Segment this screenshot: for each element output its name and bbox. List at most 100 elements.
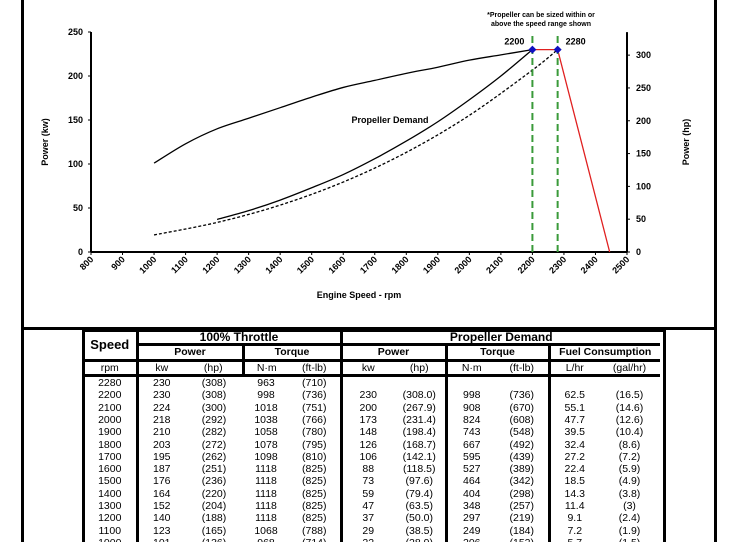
table-row: 1300 152 (204) 1118 (825) 47 (63.5) 348 (257) 11.… xyxy=(84,499,660,513)
table-cell: 1000 xyxy=(84,537,137,542)
table-cell xyxy=(444,375,496,390)
table-cell: (308) xyxy=(201,377,227,390)
table-cell: 5.7 xyxy=(547,536,599,542)
y-tick-label: 100 xyxy=(68,159,83,169)
table-cell: 39.5 xyxy=(547,426,599,439)
table-cell: 1118 xyxy=(255,463,277,476)
series-line xyxy=(153,48,533,164)
table-row: 1700 195 (262) 1098 (810) 106 (142.1) 595 (439) 2… xyxy=(84,450,660,463)
table-cell: (389) xyxy=(509,463,534,476)
table-cell: 210 xyxy=(135,426,185,439)
data-point-marker xyxy=(553,45,562,54)
table-cell: 59 xyxy=(339,487,394,500)
table-cell: (220) xyxy=(201,487,227,500)
table-cell: (825) xyxy=(301,463,327,476)
throttle-header: 100% Throttle xyxy=(135,331,341,345)
data-point-marker xyxy=(528,45,537,54)
table-cell: 1038 xyxy=(254,413,278,426)
table-cell: 595 xyxy=(444,450,496,463)
table-cell: (8.6) xyxy=(618,438,641,451)
propeller-demand-label: Propeller Demand xyxy=(351,115,428,125)
table-cell: (300) xyxy=(201,401,227,414)
series-line xyxy=(153,49,559,236)
marker-label: 2200 xyxy=(504,37,524,47)
y-tick-label: 250 xyxy=(68,27,83,37)
table-cell: (7.2) xyxy=(618,450,641,463)
table-cell: 1500 xyxy=(98,475,122,488)
table-cell: 47.7 xyxy=(547,413,599,427)
table-cell: (825) xyxy=(301,475,327,488)
table-cell: (548) xyxy=(509,426,534,439)
unit-header: N·m xyxy=(444,360,496,377)
table-cell: (63.5) xyxy=(405,500,433,512)
y2-axis-label: Power (hp) xyxy=(681,119,691,166)
table-cell: (825) xyxy=(301,487,327,500)
table-cell: (4.9) xyxy=(618,475,641,488)
table-row: 1400 164 (220) 1118 (825) 59 (79.4) 404 (298) 14.… xyxy=(84,487,660,500)
table-cell: 22.4 xyxy=(547,462,599,476)
x-tick-label: 2500 xyxy=(610,254,631,275)
y-tick-label: 50 xyxy=(73,203,83,213)
table-cell: 1118 xyxy=(255,512,277,525)
table-cell: 404 xyxy=(444,487,496,500)
annotation-line: *Propeller can be sized within or xyxy=(487,12,595,19)
table-cell: (308) xyxy=(201,389,227,402)
x-axis-label: Engine Speed - rpm xyxy=(317,290,402,300)
table-row: 2200 230 (308) 998 (736) 230 (308.0) 998 (736) 62… xyxy=(84,389,660,402)
table-row: 1500 176 (236) 1118 (825) 73 (97.6) 464 (342) 18.… xyxy=(84,475,660,488)
y-tick-label: 150 xyxy=(68,115,83,125)
table-cell: (751) xyxy=(301,401,327,414)
table-cell: (492) xyxy=(509,438,534,451)
table-cell: (282) xyxy=(201,426,227,439)
x-tick-label: 2100 xyxy=(484,254,505,275)
y2-tick-label: 200 xyxy=(636,116,651,126)
table-cell: (825) xyxy=(301,500,327,512)
series-line xyxy=(216,49,533,221)
table-cell: 123 xyxy=(135,524,185,537)
table-cell: 908 xyxy=(444,401,496,414)
table-cell: (236) xyxy=(201,475,227,488)
table-cell: 2280 xyxy=(98,377,122,390)
x-tick-label: 1000 xyxy=(137,254,158,275)
table-cell: (152) xyxy=(496,537,549,542)
table-cell: 963 xyxy=(257,377,275,390)
table-cell: 37 xyxy=(339,512,394,525)
table-cell: 2100 xyxy=(98,401,122,414)
table-cell: 9.1 xyxy=(547,512,599,525)
table-cell: (12.6) xyxy=(615,413,644,426)
table-cell: 230 xyxy=(339,389,394,402)
table-cell: 173 xyxy=(339,413,394,427)
table-cell: 32.4 xyxy=(547,438,599,451)
table-cell: 1400 xyxy=(98,487,122,500)
unit-header: (gal/hr) xyxy=(599,360,660,377)
series-line xyxy=(532,48,611,253)
annotation-line: above the speed range shown xyxy=(491,21,591,28)
x-tick-label: 2000 xyxy=(453,254,474,275)
table-cell: 206 xyxy=(444,536,496,542)
table-cell: 101 xyxy=(135,536,185,542)
table-cell: 1118 xyxy=(255,475,277,488)
torque-header: Torque xyxy=(241,343,341,362)
table-cell: 998 xyxy=(257,389,275,402)
page-frame xyxy=(21,0,717,542)
table-cell: 1600 xyxy=(98,463,122,476)
x-tick-label: 1600 xyxy=(326,254,347,275)
table-cell: (825) xyxy=(301,512,327,525)
x-tick-label: 1100 xyxy=(169,254,190,275)
table-row: 2100 224 (300) 1018 (751) 200 (267.9) 908 (670) 5… xyxy=(84,401,660,414)
x-tick-label: 1500 xyxy=(295,254,316,275)
x-tick-label: 2200 xyxy=(516,254,537,275)
table-cell: (780) xyxy=(301,426,327,439)
table-cell: 140 xyxy=(135,512,185,525)
table-cell: 348 xyxy=(444,499,496,513)
table-row: 1600 187 (251) 1118 (825) 88 (118.5) 527 (389) 22… xyxy=(84,462,660,476)
table-cell: (14.6) xyxy=(615,401,644,414)
unit-header: (ft-lb) xyxy=(496,360,549,377)
table-cell: 1118 xyxy=(255,500,277,512)
table-cell: 1078 xyxy=(254,438,278,451)
y2-tick-label: 300 xyxy=(636,50,651,60)
table-cell: 230 xyxy=(135,375,185,390)
speed-header: Speed xyxy=(84,331,137,362)
table-cell: 152 xyxy=(135,499,185,513)
y2-tick-label: 100 xyxy=(636,181,651,191)
